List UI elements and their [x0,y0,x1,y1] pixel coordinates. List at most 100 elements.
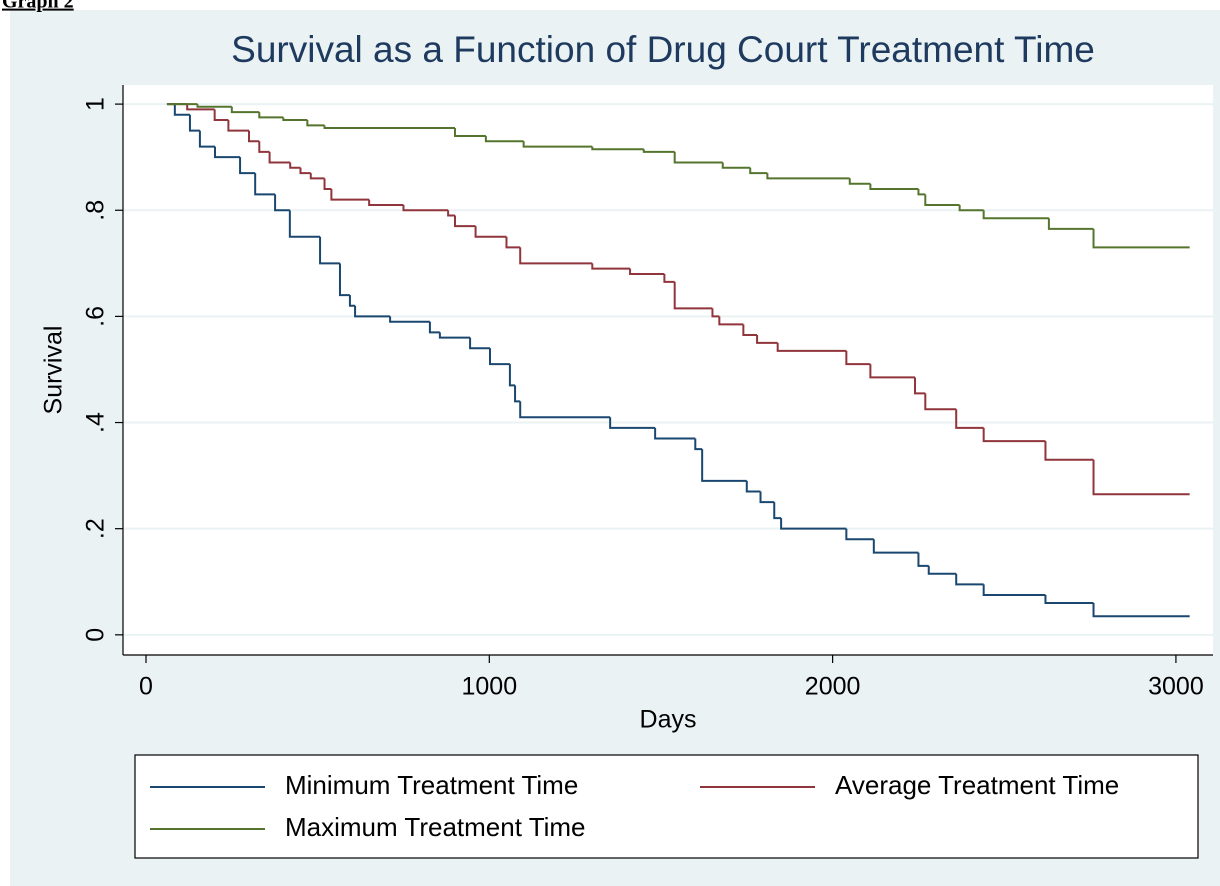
survival-step [742,324,758,336]
survival-step [982,427,1046,443]
survival-step [1044,595,1094,604]
y-axis-label: Survival [40,326,68,415]
survival-step [447,210,455,217]
survival-step [239,157,256,175]
y-tick-label: .6 [82,306,110,327]
survival-step [654,427,696,440]
survival-step [514,385,521,403]
survival-step [389,316,430,323]
legend-label: Average Treatment Time [835,770,1119,800]
survival-step [258,141,270,153]
survival-step [745,480,761,493]
survival-step [428,321,440,334]
survival-step [306,120,325,127]
y-tick-label: .4 [82,412,110,433]
survival-step [196,104,232,108]
survival-step [288,210,321,238]
survival-step [188,114,200,132]
survival-step [845,350,871,366]
x-tick-label: 1000 [461,673,517,701]
x-tick-label: 0 [139,673,153,701]
survival-step [629,268,665,275]
survival-step [323,125,455,129]
survival-step [508,364,516,387]
survival-step [186,104,215,111]
survival-step [1092,459,1190,496]
survival-step [1047,218,1094,230]
survival-step [258,112,284,119]
survival-step [519,247,593,265]
survival-step [1044,441,1094,461]
y-tick-label: 0 [82,628,110,642]
survival-step [694,438,703,451]
legend [134,754,1199,859]
survival-step [213,109,229,122]
survival-step [319,236,340,265]
survival-step [701,449,747,482]
survival-step [673,281,713,310]
survival-step [924,194,960,206]
survival-step [869,364,916,379]
survival-step [247,130,260,143]
survival-step [756,334,778,344]
survival-step [914,377,926,395]
survival-step [173,104,190,116]
survival-step [924,393,957,411]
survival-step [872,539,919,554]
survival-step [198,130,216,148]
legend-label: Minimum Treatment Time [285,770,578,800]
survival-step [505,236,521,249]
survival-step [268,151,291,164]
survival-step [642,149,675,153]
survival-step [869,183,919,191]
survival-step [338,263,350,297]
survival-step [663,273,675,283]
survival-step [484,135,524,143]
y-tick-label: .2 [82,518,110,539]
survival-step [776,342,847,352]
survival-step [330,189,370,201]
survival-step [453,127,486,137]
survival-step [402,204,449,212]
survival-step [299,167,311,175]
x-axis-label: Days [640,706,697,734]
survival-step [438,332,471,339]
survival-step [214,146,241,159]
survival-step [230,106,260,114]
y-tick-label: 1 [82,97,110,111]
survival-step [711,308,720,318]
plot-area [123,85,1213,655]
survival-step [1092,602,1190,618]
survival-step [591,146,644,151]
survival-step [917,552,929,567]
survival-step [289,162,301,169]
survival-step [368,199,404,206]
page-heading: Graph 2 [2,0,74,13]
survival-step [958,204,984,212]
survival-step [780,518,847,530]
survival-step [609,417,656,429]
y-tick-label: .8 [82,200,110,221]
survival-step [591,263,631,270]
survival-step [519,401,611,419]
survival-step [845,528,874,541]
survival-step [766,173,850,180]
survival-step [488,348,510,366]
survival-step [282,117,308,122]
survival-step [982,210,1049,220]
survival-step [917,189,926,196]
survival-step [749,167,768,175]
survival-step [348,295,356,307]
survival-step [474,226,507,238]
survival-step [848,178,871,185]
survival-step [721,162,751,169]
survival-step [354,305,391,318]
survival-step [673,151,723,164]
survival-step [982,584,1046,597]
survival-step [227,120,249,132]
survival-step [1092,228,1190,249]
survival-step [759,491,775,504]
survival-step [469,337,490,350]
